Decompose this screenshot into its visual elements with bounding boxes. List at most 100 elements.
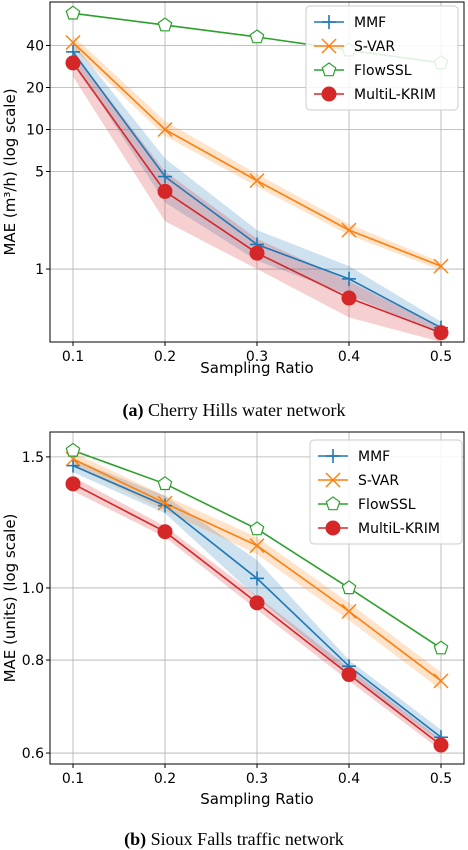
chart-b-x-ticks: 0.1 0.2 0.3 0.4 0.5 [62,764,452,787]
chart-b-point-mmf [66,458,80,473]
chart-b-point-flowssl [157,476,173,491]
chart-a-y-tick-label: 20 [26,81,44,97]
chart-b-legend: MMF S-VAR FlowSSL MultiL-KRIM [309,439,463,545]
chart-a-point-s-var-d2 [65,35,81,51]
chart-b-point-mmf [158,498,172,513]
chart-a-band-mmf [73,42,441,335]
chart-a-x-ticks: 0.1 0.2 0.3 0.4 0.5 [62,342,452,365]
chart-a-legend-marker-multil-krim [321,86,337,102]
chart-a-point-s-var [249,173,265,189]
chart-b-legend-marker-multil-krim [325,520,341,536]
chart-a-point-multil-krim [249,245,265,261]
chart-a-band-multil-krim [73,51,441,343]
chart-b-point-s-var [157,495,173,511]
chart-a-point-s-var [65,35,81,51]
chart-b-legend-marker-flowssl [325,496,341,511]
chart-b-y-ticks: 0.6 0.8 1.0 1.5 [22,450,50,762]
chart-a-point-flowssl [157,17,173,32]
chart-a-legend-label: MMF [354,15,386,31]
chart-b-x-axis-label: Sampling Ratio [200,790,314,808]
chart-a-y-ticks: 1 5 10 20 40 [26,39,50,278]
chart-a-legend-marker-flowssl [321,62,337,77]
chart-a-x-tick-label: 0.4 [338,349,360,365]
chart-a-legend: MMF S-VAR FlowSSL MultiL-KRIM [305,5,459,111]
chart-b-caption: (b) Sioux Falls traffic network [124,829,344,850]
chart-b: 0.6 0.8 1.0 1.5 0.1 0.2 0.3 0.4 0.5 Sampling Ra… [1,431,465,850]
chart-b-point-multil-krim [249,595,265,611]
chart-b-point-multil-krim [157,524,173,540]
chart-a-legend-box [305,5,459,111]
chart-b-y-tick-label: 1.5 [22,450,44,466]
chart-b-y-tick-label: 0.8 [22,653,44,669]
chart-a-legend-label: S-VAR [354,39,395,55]
chart-a-point-multil-krim [65,55,81,71]
chart-b-point-multil-krim [341,667,357,683]
chart-a-y-tick-label: 10 [26,123,44,139]
chart-a-legend-marker-s-var [321,38,337,54]
chart-b-x-tick-label: 0.4 [338,771,360,787]
chart-b-point-mmf [250,571,264,586]
chart-b-point-flowssl [433,640,449,655]
chart-a-x-tick-label: 0.1 [62,349,84,365]
chart-b-legend-label: S-VAR [358,473,399,489]
chart-b-y-tick-label: 1.0 [22,581,44,597]
chart-a-point-s-var [433,258,449,274]
chart-b-legend-marker-mmf [326,449,340,463]
chart-b-caption-label: (b) [124,829,146,850]
chart-b-point-s-var-d2 [341,603,357,619]
chart-b-legend-box [309,439,463,545]
chart-a-point-s-var-d2 [341,222,357,238]
chart-a-legend-label: MultiL-KRIM [354,87,436,103]
chart-a-y-axis-label: MAE (m³/h) (log scale) [1,88,19,255]
chart-a-x-tick-label: 0.3 [246,349,268,365]
chart-b-point-multil-krim [65,476,81,492]
chart-a-legend-marker-mmf [322,15,336,29]
chart-a-point-flowssl [65,5,81,20]
chart-b-point-s-var [341,603,357,619]
chart-b-markers [65,442,449,753]
chart-b-point-s-var-d2 [249,538,265,554]
chart-b-point-s-var [249,538,265,554]
chart-a-legend-label: FlowSSL [354,63,412,79]
chart-b-legend-label: FlowSSL [358,497,416,513]
chart-a-point-multil-krim [433,325,449,341]
chart-a-x-tick-label: 0.2 [154,349,176,365]
chart-a-point-s-var [341,222,357,238]
chart-a-point-multil-krim [341,290,357,306]
chart-b-x-tick-label: 0.2 [154,771,176,787]
chart-a-point-s-var-d2 [433,258,449,274]
chart-a-legend-marker-s-var-d2 [321,38,337,54]
chart-b-legend-marker-s-var-d2 [325,472,341,488]
chart-a-point-multil-krim [157,183,173,199]
chart-a-caption: (a) Cherry Hills water network [123,400,346,421]
chart-a-y-tick-label: 1 [35,262,44,278]
chart-a-x-tick-label: 0.5 [430,349,452,365]
chart-a-point-flowssl [249,29,265,44]
chart-b-caption-text: Sioux Falls traffic network [151,829,344,849]
chart-a-caption-text: Cherry Hills water network [148,400,345,420]
chart-a-bands [73,35,441,343]
chart-b-x-tick-label: 0.5 [430,771,452,787]
chart-b-legend-marker-s-var [325,472,341,488]
chart-b-y-axis-label: MAE (units) (log scale) [1,514,19,683]
chart-a-point-s-var-d2 [249,173,265,189]
chart-b-point-multil-krim [433,737,449,753]
chart-b-point-flowssl [341,580,357,595]
chart-a-caption-label: (a) [123,400,144,421]
chart-b-point-s-var-d2 [157,495,173,511]
chart-a-point-s-var [157,122,173,138]
chart-a-y-tick-label: 5 [35,165,44,181]
chart-b-y-tick-label: 0.6 [22,746,44,762]
chart-a-x-axis-label: Sampling Ratio [200,359,314,377]
chart-b-point-flowssl [65,442,81,457]
chart-b-point-s-var-d2 [433,673,449,689]
chart-b-point-flowssl [249,521,265,536]
chart-b-legend-label: MultiL-KRIM [358,521,440,537]
chart-a-y-tick-label: 40 [26,39,44,55]
chart-a-point-s-var-d2 [157,122,173,138]
chart-b-x-tick-label: 0.1 [62,771,84,787]
chart-a-point-mmf [158,169,172,184]
chart-b-band-multil-krim [73,476,441,751]
